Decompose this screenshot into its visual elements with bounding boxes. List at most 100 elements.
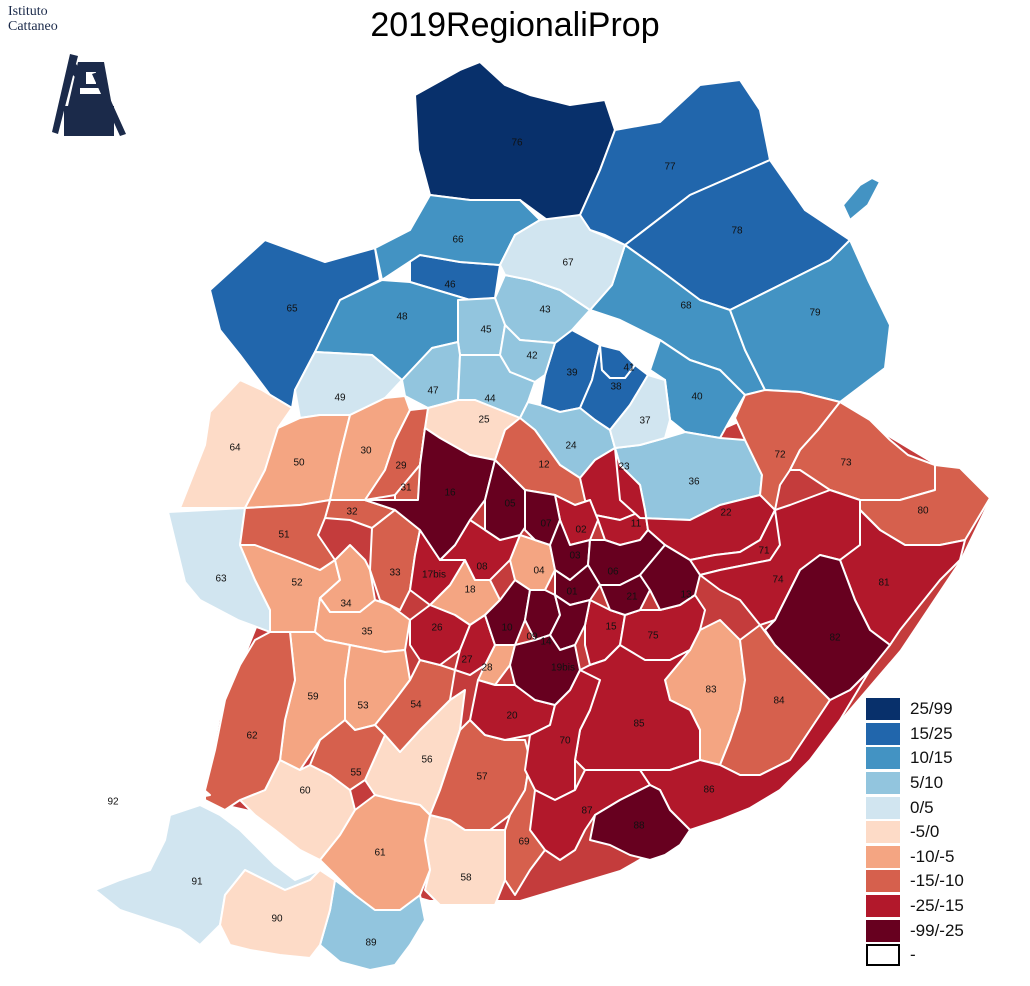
zone-label-17bis: 17bis — [422, 570, 446, 581]
zone-label-43: 43 — [539, 305, 551, 316]
zone-label-19bis: 19bis — [551, 663, 575, 674]
zone-label-74: 74 — [772, 575, 784, 586]
legend-item: 25/99 — [866, 697, 1016, 722]
zone-62 — [204, 631, 296, 811]
zone-72 — [734, 389, 841, 511]
legend-swatch — [866, 722, 900, 745]
zone-55 — [309, 719, 386, 791]
zone-label-81: 81 — [878, 578, 890, 589]
legend-swatch — [866, 870, 900, 893]
zone-label-07: 07 — [540, 519, 552, 530]
zone-label-02: 02 — [575, 525, 587, 536]
zone-label-33: 33 — [389, 568, 401, 579]
zone-label-13: 13 — [680, 590, 692, 601]
zone-label-22: 22 — [720, 508, 732, 519]
zone-label-86: 86 — [703, 785, 715, 796]
zone-85 — [574, 644, 701, 771]
legend-swatch — [866, 698, 900, 721]
legend-item: -10/-5 — [866, 845, 1016, 870]
zone-label-49: 49 — [334, 393, 346, 404]
legend-item: 15/25 — [866, 722, 1016, 747]
zone-label-78: 78 — [731, 226, 743, 237]
zone-label-11: 11 — [631, 519, 642, 530]
zone-67 — [499, 214, 626, 311]
zone-19bis — [509, 634, 581, 706]
zone-label-71: 71 — [758, 546, 770, 557]
zone-label-50: 50 — [293, 458, 305, 469]
zone-label-26: 26 — [431, 623, 443, 634]
zone-label-65: 65 — [286, 304, 298, 315]
zone-label-37: 37 — [639, 416, 651, 427]
zone-label-90: 90 — [271, 914, 283, 925]
zone-label-88: 88 — [633, 821, 645, 832]
logo-text: Istituto Cattaneo — [8, 4, 58, 34]
legend-label: -99/-25 — [910, 920, 964, 940]
legend: 25/99 15/25 10/15 5/10 0/5 -5/0 -10/-5 -15/-10 -… — [866, 697, 1016, 968]
zone-label-30: 30 — [360, 446, 372, 457]
zone-label-48: 48 — [396, 312, 408, 323]
legend-swatch — [866, 895, 900, 918]
zone-label-61: 61 — [374, 848, 386, 859]
legend-swatch — [866, 919, 900, 942]
zone-label-58: 58 — [460, 873, 472, 884]
zone-label-82: 82 — [829, 633, 841, 644]
zone-label-77: 77 — [664, 162, 676, 173]
legend-label: - — [910, 945, 916, 965]
zone-label-46: 46 — [444, 280, 456, 291]
logo-line-2: Cattaneo — [8, 19, 58, 34]
zone-label-72: 72 — [774, 450, 786, 461]
zone-label-21: 21 — [626, 592, 638, 603]
legend-label: 0/5 — [910, 797, 934, 817]
zone-label-20: 20 — [506, 711, 518, 722]
zone-label-08: 08 — [476, 562, 488, 573]
zone-37 — [609, 374, 671, 449]
zone-label-73: 73 — [840, 458, 852, 469]
zone-label-31: 31 — [400, 483, 412, 494]
zone-label-47: 47 — [427, 386, 439, 397]
legend-item: - — [866, 943, 1016, 968]
zone-label-40: 40 — [691, 392, 703, 403]
zone-label-01: 01 — [566, 587, 578, 598]
zone-label-06: 06 — [607, 567, 619, 578]
zone-label-04: 04 — [533, 566, 545, 577]
legend-item: 5/10 — [866, 771, 1016, 796]
zone-label-18: 18 — [464, 585, 476, 596]
legend-label: -5/0 — [910, 822, 940, 842]
legend-label: -15/-10 — [910, 871, 964, 891]
zone-label-67: 67 — [562, 258, 574, 269]
zone-label-62: 62 — [246, 731, 258, 742]
zone-92 — [34, 709, 211, 829]
zone-label-83: 83 — [705, 685, 717, 696]
legend-item: 10/15 — [866, 746, 1016, 771]
legend-item: -99/-25 — [866, 918, 1016, 943]
zone-label-05: 05 — [504, 499, 516, 510]
zone-label-35: 35 — [361, 627, 373, 638]
zone-label-59: 59 — [307, 692, 319, 703]
zone-label-56: 56 — [421, 755, 433, 766]
zone-41 — [599, 344, 636, 379]
zone-label-55: 55 — [350, 768, 362, 779]
zone-label-23: 23 — [618, 462, 630, 473]
windmill-icon — [52, 54, 126, 136]
zone-90 — [219, 869, 336, 959]
zone-label-38: 38 — [610, 382, 622, 393]
zone-label-39: 39 — [566, 368, 578, 379]
legend-swatch — [866, 772, 900, 795]
zone-label-57: 57 — [476, 772, 488, 783]
zone-label-85: 85 — [633, 719, 645, 730]
zone-label-69: 69 — [518, 837, 530, 848]
zone-label-14: 14 — [540, 637, 552, 648]
zone-label-89: 89 — [365, 938, 377, 949]
zone-label-12: 12 — [538, 460, 550, 471]
zone-label-34: 34 — [340, 599, 352, 610]
legend-item: -25/-15 — [866, 894, 1016, 919]
zone-label-15: 15 — [605, 622, 617, 633]
zone-16 — [364, 427, 496, 561]
zone-88 — [589, 784, 691, 861]
zone-label-36: 36 — [688, 477, 700, 488]
zone-isle — [842, 177, 881, 221]
legend-label: 5/10 — [910, 773, 944, 793]
logo-line-1: Istituto — [8, 4, 48, 19]
legend-swatch — [866, 747, 900, 770]
